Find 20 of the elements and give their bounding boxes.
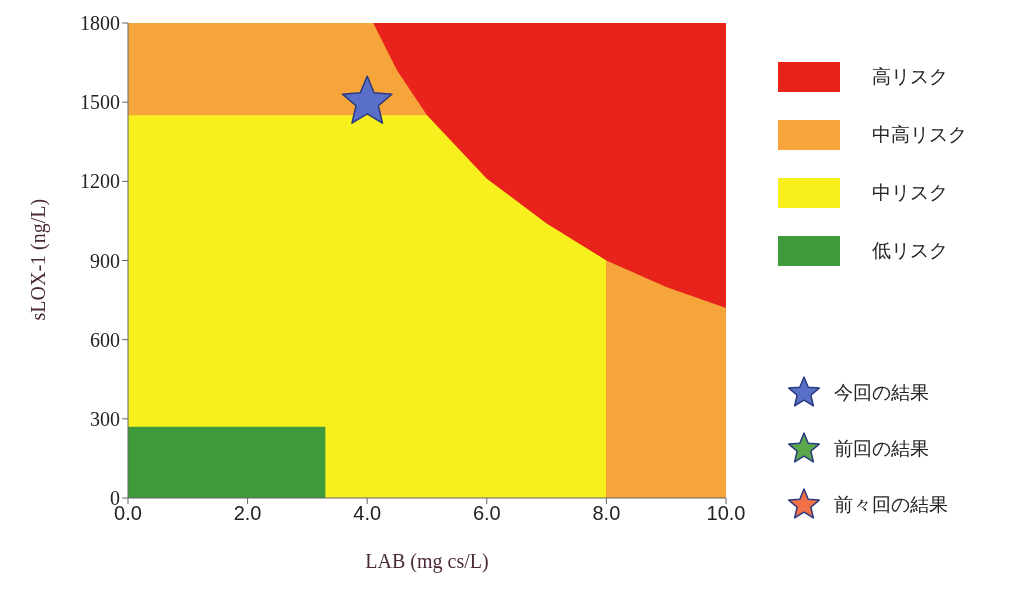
legend-label: 高リスク [872,64,948,89]
y-tick-label: 1200 [80,170,120,193]
y-tick-label: 300 [90,407,120,430]
x-axis-title: LAB (mg cs/L) [365,550,489,573]
legend-label: 中高リスク [872,122,967,147]
legend-label: 中リスク [872,180,948,205]
y-tick-label: 900 [90,249,120,272]
y-tick-label: 1800 [80,12,120,35]
legend-label: 今回の結果 [834,380,929,405]
x-tick-label: 10.0 [706,502,746,525]
legend-label: 前々回の結果 [834,492,948,517]
x-tick-label: 8.0 [592,502,621,525]
legend-label: 低リスク [872,238,948,263]
y-tick-label: 1500 [80,91,120,114]
y-axis-title: sLOX-1 (ng/L) [27,198,51,321]
x-tick-label: 2.0 [233,502,262,525]
x-tick-label: 4.0 [353,502,382,525]
legend-label: 前回の結果 [834,436,929,461]
y-tick-label: 600 [90,328,120,351]
x-tick-label: 6.0 [472,502,501,525]
